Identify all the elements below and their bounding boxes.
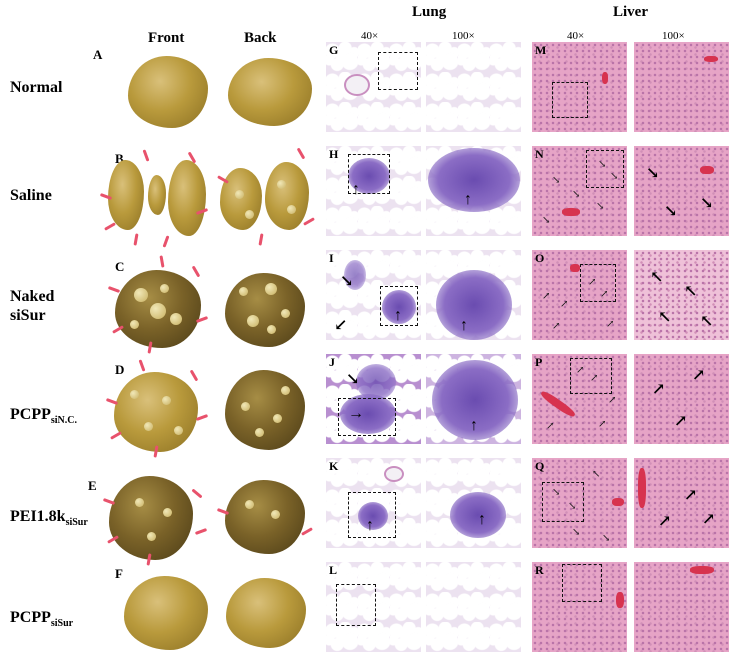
mag-liver-40x: 40×	[567, 30, 585, 42]
micrograph-lung-100x-pcpp-sisur	[426, 562, 521, 652]
organ-front-naked-sisur	[100, 255, 210, 358]
micrograph-lung-100x-pcpp-sinc: ↑	[426, 354, 521, 444]
micrograph-liver-40x-normal: M	[532, 42, 627, 132]
row-label-saline: Saline	[10, 187, 52, 204]
organ-front-pcpp-sinc	[100, 359, 210, 460]
row-label-pcpp-sinc: PCPPsiN.C.	[10, 406, 77, 427]
micrograph-liver-100x-pcpp-sisur	[634, 562, 729, 652]
organ-back-pei18k-sisur	[215, 470, 315, 565]
header-back: Back	[244, 30, 277, 46]
micrograph-lung-40x-pcpp-sisur: L	[326, 562, 421, 652]
micrograph-liver-40x-pcpp-sisur: R	[532, 562, 627, 652]
micrograph-liver-100x-pcpp-sinc: ↗ ↗ ↗	[634, 354, 729, 444]
micrograph-lung-100x-naked-sisur: ↑	[426, 250, 521, 340]
header-lung: Lung	[412, 4, 447, 20]
micrograph-liver-40x-pcpp-sinc: P ↗ ↗ ↗ ↗ ↗	[532, 354, 627, 444]
row-label-pei18k-sisur: PEI1.8ksiSur	[10, 508, 88, 529]
micrograph-liver-100x-normal	[634, 42, 729, 132]
panel-letter-e: E	[88, 478, 97, 493]
micrograph-liver-100x-saline: ↘ ↘ ↘	[634, 146, 729, 236]
micrograph-lung-100x-pei18k-sisur: ↑	[426, 458, 521, 548]
panel-letter-f: F	[115, 566, 123, 581]
organ-back-naked-sisur	[215, 265, 315, 355]
mag-liver-100x: 100×	[662, 30, 685, 42]
panel-letter-b: B	[115, 151, 124, 166]
micrograph-liver-100x-pei18k-sisur: ↗ ↗ ↗	[634, 458, 729, 548]
micrograph-lung-40x-pei18k-sisur: K ↑	[326, 458, 421, 548]
panel-letter-d: D	[115, 362, 125, 377]
row-label-pcpp-sisur: PCPPsiSur	[10, 609, 74, 630]
panel-letter-c: C	[115, 259, 125, 274]
micrograph-lung-40x-naked-sisur: I ↘ ↙ ↑	[326, 250, 421, 340]
micrograph-lung-40x-saline: H ↑	[326, 146, 421, 236]
organ-back-pcpp-sisur	[218, 570, 313, 655]
micrograph-lung-40x-pcpp-sinc: J ↘ →	[326, 354, 421, 444]
micrograph-liver-100x-naked-sisur: ↖ ↖ ↖ ↖	[634, 250, 729, 340]
micrograph-liver-40x-naked-sisur: O ↗ ↗ ↗ ↗ ↗ ↗	[532, 250, 627, 340]
micrograph-liver-40x-pei18k-sisur: Q ↘ ↘ ↖ ↘ ↘	[532, 458, 627, 548]
organ-back-saline	[215, 147, 315, 250]
micrograph-lung-40x-normal: G	[326, 42, 421, 132]
organ-front-pcpp-sisur	[118, 570, 213, 655]
organ-front-pei18k-sisur	[95, 468, 210, 568]
mag-lung-100x: 100×	[452, 30, 475, 42]
row-label-normal: Normal	[10, 79, 63, 96]
organ-back-pcpp-sinc	[215, 362, 315, 458]
panel-letter-a: A	[93, 47, 103, 62]
header-front: Front	[148, 30, 185, 46]
organ-front-saline	[99, 149, 210, 250]
organ-back-normal	[222, 50, 317, 135]
micrograph-lung-100x-saline: ↑	[426, 146, 521, 236]
organ-front-normal	[120, 50, 215, 135]
header-liver: Liver	[613, 4, 648, 20]
row-label-naked-sisur: Naked siSur	[10, 288, 55, 324]
mag-lung-40x: 40×	[361, 30, 379, 42]
micrograph-lung-100x-normal	[426, 42, 521, 132]
micrograph-liver-40x-saline: N ↘ ↘ ↘ ↘ ↘ ↘	[532, 146, 627, 236]
